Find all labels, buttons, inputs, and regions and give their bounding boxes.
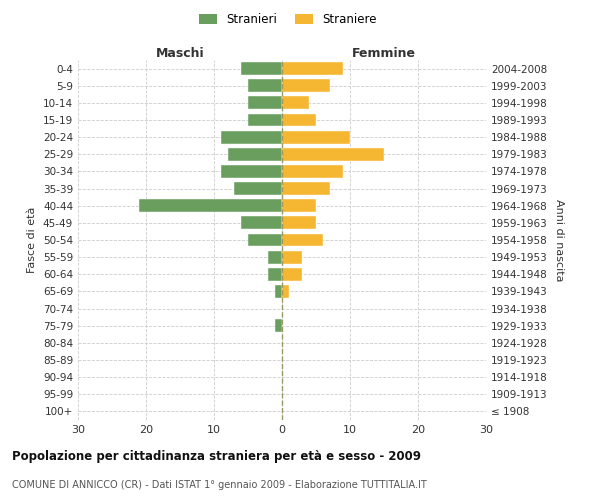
Bar <box>235 182 282 195</box>
Bar <box>282 114 316 126</box>
Y-axis label: Fasce di età: Fasce di età <box>28 207 37 273</box>
Bar <box>248 234 282 246</box>
Bar <box>248 114 282 126</box>
Bar <box>241 62 282 75</box>
Bar <box>248 96 282 110</box>
Bar <box>282 130 350 143</box>
Bar <box>282 96 309 110</box>
Text: Maschi: Maschi <box>155 47 205 60</box>
Bar <box>282 268 302 280</box>
Bar <box>275 320 282 332</box>
Bar <box>268 250 282 264</box>
Bar <box>282 216 316 230</box>
Bar <box>282 234 323 246</box>
Bar <box>248 80 282 92</box>
Bar <box>282 165 343 178</box>
Bar <box>221 165 282 178</box>
Bar <box>282 62 343 75</box>
Bar <box>282 80 329 92</box>
Bar <box>268 268 282 280</box>
Bar <box>282 148 384 160</box>
Bar <box>227 148 282 160</box>
Y-axis label: Anni di nascita: Anni di nascita <box>554 198 564 281</box>
Bar <box>139 200 282 212</box>
Legend: Stranieri, Straniere: Stranieri, Straniere <box>194 8 382 31</box>
Bar <box>282 200 316 212</box>
Text: Popolazione per cittadinanza straniera per età e sesso - 2009: Popolazione per cittadinanza straniera p… <box>12 450 421 463</box>
Text: COMUNE DI ANNICCO (CR) - Dati ISTAT 1° gennaio 2009 - Elaborazione TUTTITALIA.IT: COMUNE DI ANNICCO (CR) - Dati ISTAT 1° g… <box>12 480 427 490</box>
Text: Femmine: Femmine <box>352 47 416 60</box>
Bar <box>221 130 282 143</box>
Bar <box>241 216 282 230</box>
Bar <box>275 285 282 298</box>
Bar <box>282 285 289 298</box>
Bar <box>282 250 302 264</box>
Bar <box>282 182 329 195</box>
